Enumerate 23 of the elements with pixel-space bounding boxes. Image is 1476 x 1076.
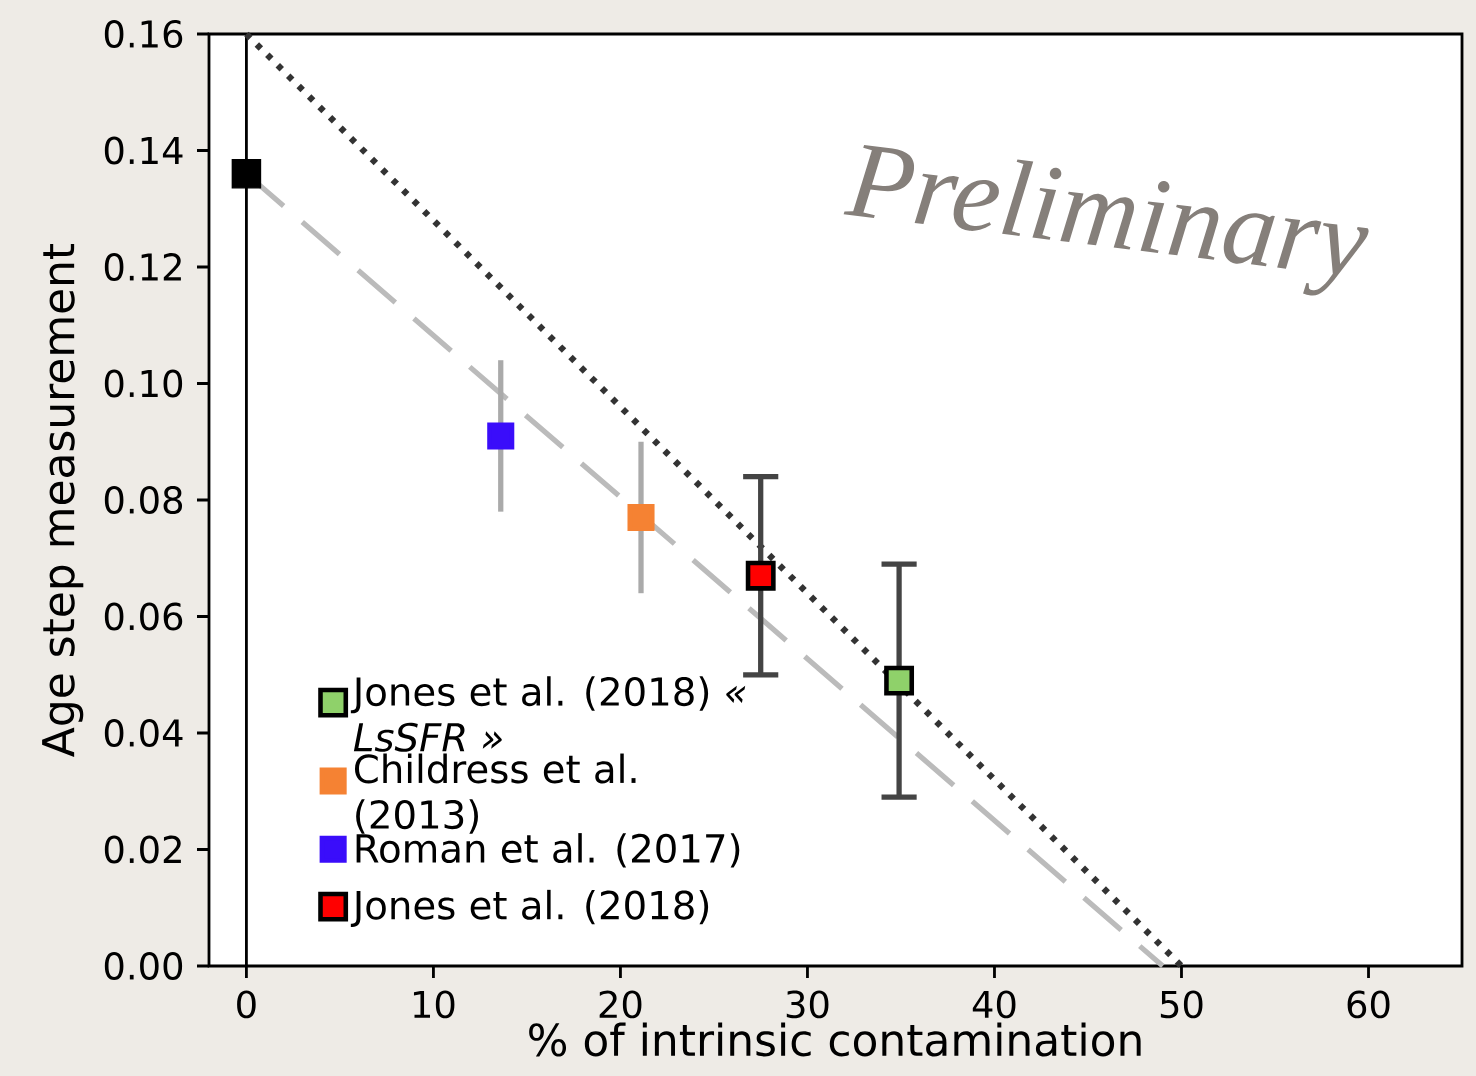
y-tick-label: 0.14 — [104, 136, 183, 165]
x-tick-label: 60 — [1347, 990, 1390, 1019]
y-tick-label: 0.12 — [104, 253, 181, 281]
annotation: Preliminary — [843, 144, 1369, 296]
y-axis-title: Age step measurement — [42, 243, 84, 757]
x-tick-label: 10 — [413, 990, 455, 1019]
y-tick-label: 0.16 — [104, 20, 183, 48]
text: Jones et al. (2018) « LsSFR » — [350, 676, 746, 752]
y-tick-label: 0.04 — [104, 719, 183, 747]
legend-label: Jones et al. (2018) — [350, 889, 709, 927]
y-tick-label: 0.08 — [104, 486, 183, 514]
legend-label: Childress et al. (2013) — [354, 753, 636, 834]
x-axis-title: % of intrinsic contamination — [529, 1022, 1141, 1057]
y-tick-label: 0.00 — [104, 952, 183, 980]
x-tick-label: 0 — [237, 990, 256, 1019]
y-tick-label: 0.02 — [104, 835, 181, 864]
x-tick-label: 50 — [1160, 990, 1203, 1019]
x-tick-label: 20 — [599, 990, 642, 1019]
y-tick-label: 0.06 — [104, 602, 183, 631]
x-tick-label: 40 — [972, 990, 1016, 1019]
y-tick-label: 0.10 — [104, 369, 183, 398]
legend-label: Roman et al. (2017) — [356, 833, 740, 868]
x-tick-label: 30 — [786, 990, 829, 1019]
